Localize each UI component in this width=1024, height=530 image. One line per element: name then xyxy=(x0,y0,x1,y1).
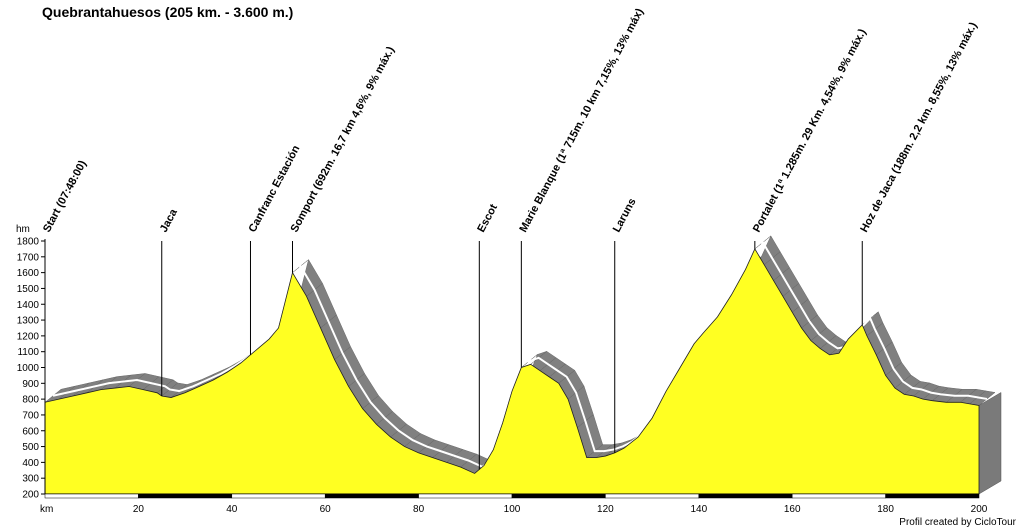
y-tick-label: 1100 xyxy=(17,347,39,358)
x-axis-ruler-segment xyxy=(324,493,419,499)
x-tick-label: 100 xyxy=(504,504,521,515)
x-axis-ruler-segment xyxy=(698,493,793,499)
x-axis-ruler-segment xyxy=(44,493,139,499)
y-tick-label: 1400 xyxy=(17,300,40,311)
x-axis-ruler-segment xyxy=(418,493,513,499)
y-tick-label: 700 xyxy=(22,410,39,421)
waypoint-label: Escot xyxy=(475,202,500,234)
y-axis-unit: hm xyxy=(16,224,30,235)
x-tick-label: 120 xyxy=(597,504,614,515)
x-tick-label: 60 xyxy=(320,504,332,515)
y-tick-label: 1700 xyxy=(17,252,40,263)
chart-title: Quebrantahuesos (205 km. - 3.600 m.) xyxy=(42,4,293,20)
y-tick-label: 1600 xyxy=(17,268,40,279)
waypoint-label: Start (07:48:00) xyxy=(41,158,89,234)
x-axis-ruler-segment xyxy=(231,493,326,499)
waypoint-label: Portalet (1ª 1.285m. 29 Km. 4,54%, 9% má… xyxy=(751,27,869,235)
x-axis-ruler-segment xyxy=(605,493,700,499)
elevation-area-layer xyxy=(44,248,980,495)
y-tick-label: 1500 xyxy=(17,284,40,295)
profile-end-side xyxy=(978,392,1002,495)
x-tick-label: 200 xyxy=(971,504,988,515)
y-tick-label: 1800 xyxy=(17,237,40,248)
elevation-area xyxy=(44,248,980,495)
x-axis-ruler-segment xyxy=(511,493,606,499)
x-tick-label: 40 xyxy=(226,504,238,515)
x-tick-label: 140 xyxy=(690,504,707,515)
waypoint-label: Hoz de Jaca (188m. 2,2 km. 8,55%, 13% má… xyxy=(858,20,980,234)
y-tick-label: 1200 xyxy=(17,331,40,342)
y-tick-label: 600 xyxy=(22,426,39,437)
y-tick-label: 200 xyxy=(22,490,39,501)
y-tick-label: 1000 xyxy=(17,363,40,374)
y-tick-label: 800 xyxy=(22,395,39,406)
axes-layer: 200 300 400 500 600 700 800 900 1000 1100 1200 1300… xyxy=(17,237,988,516)
y-tick-label: 1300 xyxy=(17,316,40,327)
x-tick-label: 20 xyxy=(133,504,145,515)
waypoint-label: Somport (692m. 16,7 km 4,6%, 9% máx.) xyxy=(289,44,398,234)
x-axis-ruler-segment xyxy=(885,493,980,499)
x-tick-label: 180 xyxy=(877,504,894,515)
y-tick-label: 300 xyxy=(22,474,39,485)
x-tick-label: 160 xyxy=(784,504,801,515)
y-tick-label: 900 xyxy=(22,379,39,390)
x-axis-ruler-segment xyxy=(791,493,886,499)
x-tick-label: 80 xyxy=(413,504,425,515)
waypoint-label: Jaca xyxy=(158,206,180,234)
x-axis-ruler-segment xyxy=(138,493,233,499)
y-tick-label: 400 xyxy=(22,458,39,469)
credit-text: Profil created by CicloTour xyxy=(899,517,1016,528)
waypoint-label: Laruns xyxy=(611,196,639,234)
x-axis-unit: km xyxy=(40,504,53,515)
y-tick-label: 500 xyxy=(22,442,39,453)
